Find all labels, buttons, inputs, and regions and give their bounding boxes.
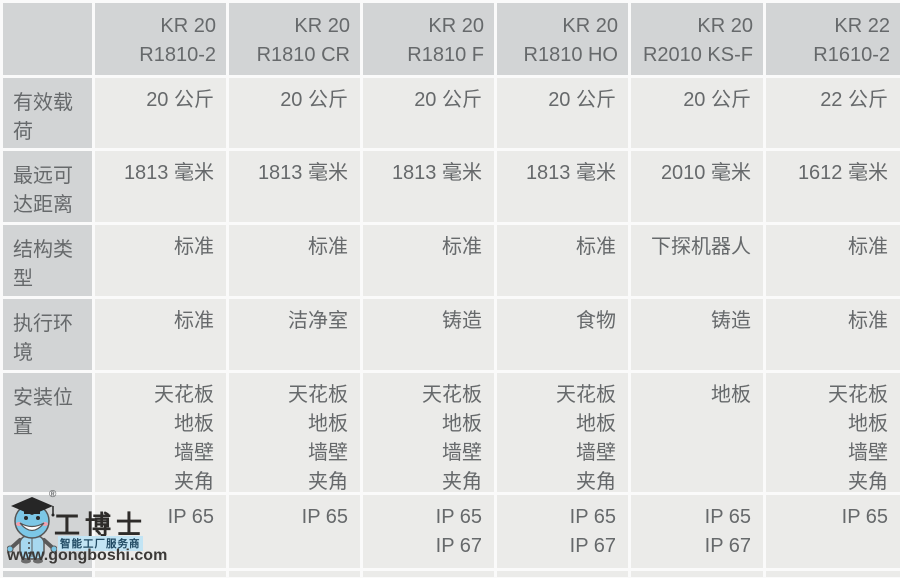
spec-cell-mounting-position: 天花板 地板 墙壁 夹角 [497,373,628,492]
spec-cell-protection-rating: IP 65 [229,495,360,568]
spec-cell-protection-rating: IP 65 [95,495,226,568]
spec-cell-mounting-position: 天花板 地板 墙壁 夹角 [363,373,494,492]
column-header-kr20-r1810-2: KR 20 R1810-2 [95,3,226,75]
column-header-kr22-r1610-2: KR 22 R1610-2 [766,3,900,75]
spec-cell-structure-type: 标准 [766,225,900,296]
spec-cell-structure-type: 标准 [363,225,494,296]
spec-cell-structure-type: 标准 [95,225,226,296]
spec-cell-environment: 铸造 [363,299,494,370]
spec-cell-mounting-position: 天花板 地板 墙壁 夹角 [766,373,900,492]
partial-row-label [3,571,92,577]
row-label-payload: 有效载荷 [3,78,92,148]
spec-cell-structure-type: 标准 [497,225,628,296]
column-header-kr20-r1810-cr: KR 20 R1810 CR [229,3,360,75]
spec-cell-environment: 铸造 [631,299,763,370]
spec-cell-payload: 20 公斤 [95,78,226,148]
spec-cell-payload: 22 公斤 [766,78,900,148]
spec-cell-protection-rating: IP 65 [766,495,900,568]
spec-cell-payload: 20 公斤 [631,78,763,148]
spec-cell-mounting-position: 天花板 地板 墙壁 夹角 [95,373,226,492]
spec-cell-protection-rating: IP 65 IP 67 [363,495,494,568]
row-label-protection-rating [3,495,92,568]
spec-cell-payload: 20 公斤 [229,78,360,148]
spec-cell-max-reach: 1813 毫米 [229,151,360,222]
spec-cell-protection-rating: IP 65 IP 67 [631,495,763,568]
column-header-kr20-r1810-f: KR 20 R1810 F [363,3,494,75]
row-label-structure-type: 结构类型 [3,225,92,296]
spec-cell-max-reach: 1813 毫米 [497,151,628,222]
spec-cell-mounting-position: 天花板 地板 墙壁 夹角 [229,373,360,492]
spec-cell-environment: 洁净室 [229,299,360,370]
spec-cell-structure-type: 标准 [229,225,360,296]
spec-cell-environment: 标准 [95,299,226,370]
row-label-environment: 执行环境 [3,299,92,370]
spec-cell-payload: 20 公斤 [497,78,628,148]
spec-cell-environment: 食物 [497,299,628,370]
column-header-kr20-r1810-ho: KR 20 R1810 HO [497,3,628,75]
partial-row-cell [363,571,494,577]
spec-cell-structure-type: 下探机器人 [631,225,763,296]
partial-row-cell [229,571,360,577]
row-label-mounting-position: 安装位置 [3,373,92,492]
spec-cell-max-reach: 1813 毫米 [363,151,494,222]
spec-cell-max-reach: 2010 毫米 [631,151,763,222]
robot-spec-table: KR 20 R1810-2 KR 20 R1810 CR KR 20 R1810 F … [3,3,900,577]
corner-cell [3,3,92,75]
partial-row-cell [497,571,628,577]
partial-row-cell [631,571,763,577]
partial-row-cell [95,571,226,577]
spec-cell-payload: 20 公斤 [363,78,494,148]
partial-row-cell [766,571,900,577]
spec-cell-max-reach: 1612 毫米 [766,151,900,222]
spec-cell-max-reach: 1813 毫米 [95,151,226,222]
spec-cell-mounting-position: 地板 [631,373,763,492]
spec-cell-protection-rating: IP 65 IP 67 [497,495,628,568]
row-label-max-reach: 最远可达距离 [3,151,92,222]
column-header-kr20-r2010-ks-f: KR 20 R2010 KS-F [631,3,763,75]
spec-cell-environment: 标准 [766,299,900,370]
